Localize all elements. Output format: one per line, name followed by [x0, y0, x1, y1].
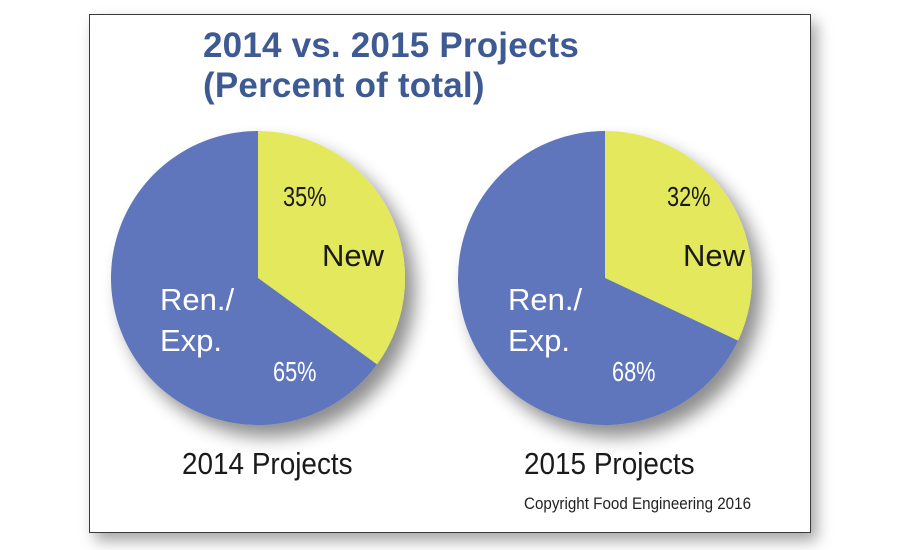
pie-2014 — [110, 131, 405, 426]
data-label-new-percent: 32% — [667, 181, 711, 212]
copyright-text: Copyright Food Engineering 2016 — [524, 495, 752, 513]
data-label-renovation-line1: Ren./ — [508, 282, 582, 317]
chart-title-line1: 2014 vs. 2015 Projects — [203, 26, 580, 65]
data-label-renovation-line1: Ren./ — [160, 282, 234, 317]
chart-title: 2014 vs. 2015 Projects (Percent of total… — [203, 26, 579, 106]
data-label-new: New — [683, 238, 746, 273]
pie-slice-renovation-expansion — [458, 131, 739, 425]
data-label-renovation-line2: Exp. — [160, 323, 222, 358]
pie-2015 — [458, 131, 752, 425]
data-label-renovation-line2: Exp. — [508, 323, 570, 358]
chart-title-line2: (Percent of total) — [203, 66, 485, 105]
data-label-renovation-percent: 68% — [612, 356, 656, 387]
data-label-renovation-percent: 65% — [273, 356, 317, 387]
pie-slice-new — [258, 131, 405, 365]
data-label-new: New — [322, 238, 385, 273]
pie-caption-2014: 2014 Projects — [182, 446, 353, 481]
pie-slice-labels: 35% New Ren./ Exp. 65% 32% New Ren./ Exp. 68% — [160, 181, 746, 387]
data-label-new-percent: 35% — [283, 181, 327, 212]
pie-slice-renovation-expansion — [110, 131, 377, 426]
pie-slice-new — [605, 131, 752, 341]
pie-caption-2015: 2015 Projects — [524, 446, 695, 481]
